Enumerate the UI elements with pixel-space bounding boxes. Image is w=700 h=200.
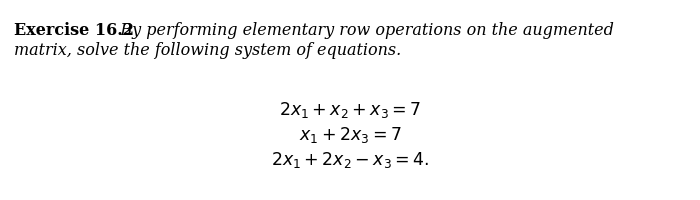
Text: $2x_1 + x_2 + x_3 = 7$: $2x_1 + x_2 + x_3 = 7$ (279, 100, 421, 120)
Text: By performing elementary row operations on the augmented: By performing elementary row operations … (105, 22, 614, 39)
Text: $2x_1 + 2x_2 - x_3 = 4.$: $2x_1 + 2x_2 - x_3 = 4.$ (271, 150, 429, 170)
Text: matrix, solve the following system of equations.: matrix, solve the following system of eq… (14, 42, 401, 59)
Text: Exercise 16.2: Exercise 16.2 (14, 22, 134, 39)
Text: $x_1 + 2x_3 = 7$: $x_1 + 2x_3 = 7$ (299, 125, 401, 145)
